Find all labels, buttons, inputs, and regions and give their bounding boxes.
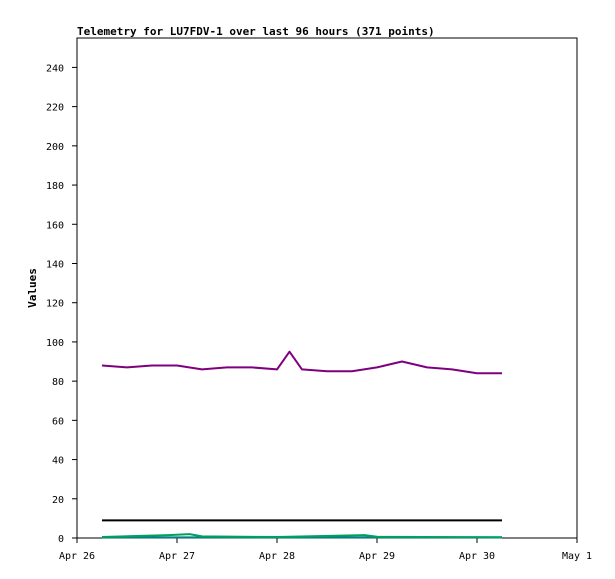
series-line-4 [101, 533, 503, 539]
y-tick-label: 20 [52, 495, 64, 506]
y-tick-label: 200 [46, 142, 64, 153]
y-axis: 0 20 40 60 80 100 120 140 160 180 200 220 240 [46, 63, 77, 545]
series-line-1 [101, 350, 502, 375]
y-tick-label: 100 [46, 338, 64, 349]
y-tick-label: 180 [46, 181, 64, 192]
y-tick-label: 140 [46, 259, 64, 270]
y-tick-label: 80 [52, 377, 64, 388]
x-tick-label: Apr 27 [159, 551, 195, 562]
y-tick-label: 160 [46, 220, 64, 231]
x-tick-label: Apr 29 [359, 551, 395, 562]
y-tick-label: 40 [52, 456, 64, 467]
y-axis-label: Values [26, 268, 39, 308]
y-tick-label: 240 [46, 63, 64, 74]
y-tick-label: 220 [46, 103, 64, 114]
y-tick-label: 0 [58, 534, 64, 545]
x-tick-label: Apr 30 [459, 551, 495, 562]
x-tick-label: Apr 26 [59, 551, 95, 562]
y-tick-label: 60 [52, 416, 64, 427]
x-tick-label: May 1 [562, 551, 592, 562]
y-tick-label: 120 [46, 299, 64, 310]
plot-frame [76, 37, 578, 539]
series-group [101, 350, 503, 539]
x-axis: Apr 26 Apr 27 Apr 28 Apr 29 Apr 30 May 1 [59, 538, 592, 562]
x-tick-label: Apr 28 [259, 551, 295, 562]
chart-title: Telemetry for LU7FDV-1 over last 96 hour… [77, 25, 435, 38]
